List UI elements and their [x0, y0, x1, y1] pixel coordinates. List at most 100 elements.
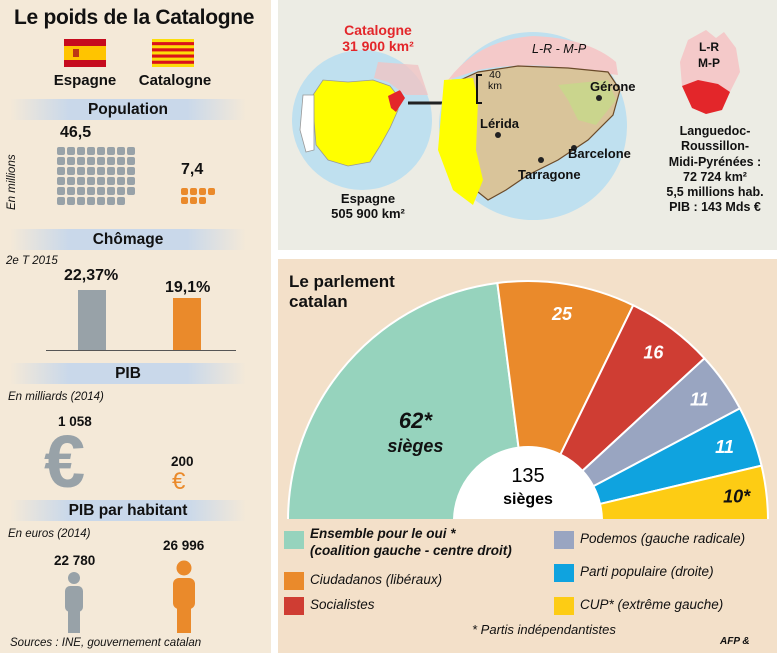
unemployment-spain-value: 22,37%: [64, 267, 119, 284]
population-dot: [107, 187, 115, 195]
population-spain-value: 46,5: [60, 124, 92, 141]
legend-label-line2: (coalition gauche - centre droit): [310, 543, 512, 558]
lrmp-label: L-R - M-P: [532, 42, 587, 56]
spain-area-label: Espagne 505 900 km²: [331, 191, 405, 221]
catalonia-label: Catalogne: [138, 72, 212, 89]
population-dot: [87, 187, 95, 195]
population-dot: [77, 187, 85, 195]
city-girona: Gérone: [590, 79, 636, 94]
parliament-footnote: * Partis indépendantistes: [472, 622, 616, 637]
population-dot: [97, 157, 105, 165]
population-dot: [190, 188, 197, 195]
region-abbrev: L-R M-P: [698, 40, 720, 70]
population-dot: [190, 197, 197, 204]
seat-label: 16: [643, 343, 664, 363]
legend-swatch: [554, 564, 574, 582]
page-title: Le poids de la Catalogne: [14, 6, 255, 29]
catalonia-flag-icon: [152, 39, 194, 67]
legend-label: Socialistes: [310, 597, 375, 612]
gdp-spain-euro-icon: €: [44, 420, 86, 503]
spain-shape: [312, 79, 399, 167]
population-dot: [77, 177, 85, 185]
spain-label: Espagne: [53, 72, 117, 89]
population-dot: [57, 197, 65, 205]
population-dot: [97, 177, 105, 185]
population-dot: [77, 167, 85, 175]
population-dot: [117, 157, 125, 165]
gdp-per-capita-spain-value: 22 780: [54, 553, 96, 568]
population-dot: [77, 147, 85, 155]
gdp-catalonia-euro-icon: €: [172, 468, 186, 495]
population-dot: [117, 147, 125, 155]
population-dot: [67, 167, 75, 175]
population-dot: [97, 167, 105, 175]
key-figures-panel: Le poids de la Catalogne Espagne Catalog…: [0, 0, 271, 653]
legend-label: Ensemble pour le oui *: [310, 526, 456, 541]
population-dot: [57, 167, 65, 175]
gdp-per-capita-unit-note: En euros (2014): [8, 528, 91, 540]
gdp-per-capita-catalonia-value: 26 996: [163, 538, 205, 553]
population-dot: [67, 147, 75, 155]
aragon-shape: [438, 78, 483, 205]
seat-word-label: sièges: [387, 436, 443, 456]
unemployment-header: Chômage: [10, 229, 246, 250]
spain-flag-icon: [64, 39, 106, 67]
sources: Sources : INE, gouvernement catalan: [10, 637, 202, 649]
population-dot: [87, 197, 95, 205]
gdp-spain-value: 1 058: [58, 414, 92, 429]
map-panel: Catalogne 31 900 km² Espagne 505 900 km² L…: [278, 0, 777, 250]
seat-label: 11: [715, 437, 734, 457]
population-dot: [127, 167, 135, 175]
person-catalonia-icon: [173, 560, 195, 633]
legend-swatch: [554, 597, 574, 615]
legend-swatch: [284, 597, 304, 615]
population-dot: [67, 197, 75, 205]
city-barcelona: Barcelone: [568, 146, 631, 161]
city-lleida: Lérida: [480, 116, 520, 131]
population-dot: [199, 197, 206, 204]
population-dot: [127, 187, 135, 195]
population-unit-note: En millions: [6, 154, 18, 210]
population-dot: [97, 197, 105, 205]
population-dot: [208, 188, 215, 195]
legend-swatch: [554, 531, 574, 549]
population-dot: [67, 177, 75, 185]
population-dot: [87, 157, 95, 165]
population-dot: [57, 177, 65, 185]
total-seats-label: sièges: [503, 491, 553, 508]
population-dot: [107, 177, 115, 185]
parliament-title: Le parlement catalan: [289, 272, 395, 312]
person-spain-icon: [65, 572, 83, 633]
gdp-catalonia-value: 200: [171, 454, 194, 469]
seat-label: 10*: [723, 487, 751, 507]
parliament-chart: 62* sièges 25 16 11 11 10* 135 sièges: [287, 280, 769, 519]
population-dot: [117, 187, 125, 195]
population-dot: [117, 167, 125, 175]
seat-label: 25: [551, 304, 573, 324]
population-dot: [127, 147, 135, 155]
population-catalonia-value: 7,4: [181, 161, 204, 178]
seat-label: 11: [690, 390, 709, 410]
legend-label: CUP* (extrême gauche): [580, 597, 724, 612]
unemployment-period: 2e T 2015: [6, 255, 58, 267]
legend-label: Podemos (gauche radicale): [580, 531, 746, 546]
total-seats: 135: [511, 465, 544, 487]
population-dot: [117, 197, 125, 205]
population-dot: [57, 147, 65, 155]
unemployment-axis: [46, 350, 236, 351]
population-dot: [77, 197, 85, 205]
population-dot: [87, 177, 95, 185]
portugal-shape: [299, 94, 315, 153]
population-header: Population: [10, 99, 246, 120]
region-facts: Languedoc- Roussillon- Midi-Pyrénées : 7…: [666, 124, 764, 215]
catalonia-area-label: Catalogne 31 900 km²: [342, 22, 414, 55]
population-catalonia-pictogram: [181, 188, 215, 204]
population-dot: [77, 157, 85, 165]
population-dot: [107, 157, 115, 165]
population-dot: [107, 197, 115, 205]
population-dot: [67, 157, 75, 165]
population-dot: [127, 177, 135, 185]
population-dot: [127, 157, 135, 165]
population-dot: [107, 147, 115, 155]
population-dot: [97, 147, 105, 155]
